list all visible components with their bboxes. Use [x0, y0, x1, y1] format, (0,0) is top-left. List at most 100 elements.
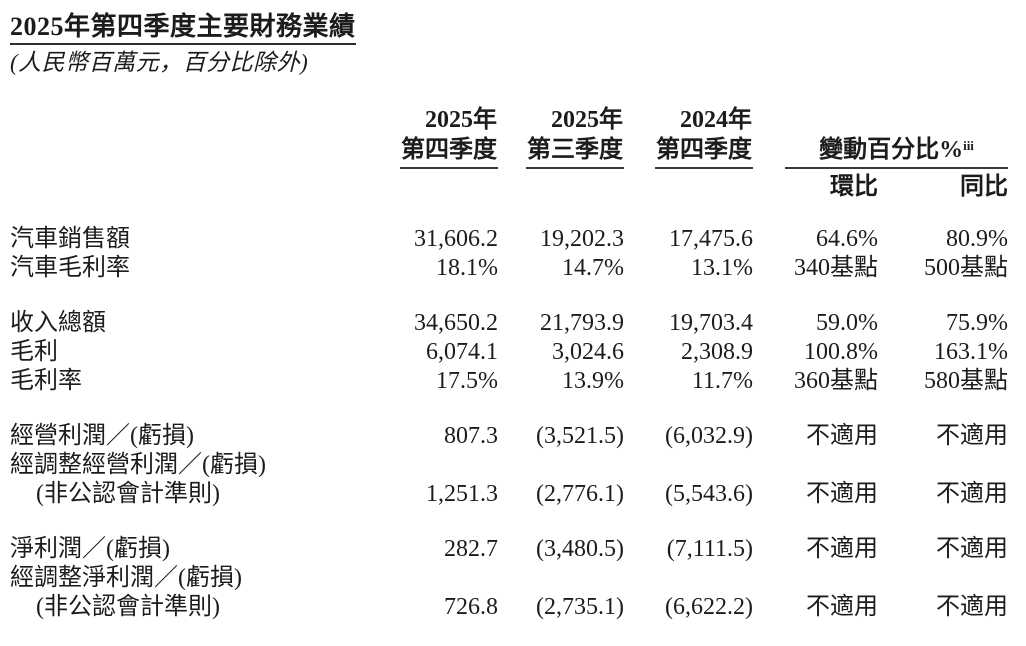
value-q4-2024: 17,475.6 — [669, 226, 753, 252]
value-q4-2025: 282.7 — [444, 536, 498, 562]
title-block: 2025年第四季度主要財務業績 (人民幣百萬元，百分比除外) — [10, 12, 1018, 78]
value-q4-2025: 726.8 — [444, 594, 498, 620]
page-subtitle: (人民幣百萬元，百分比除外) — [10, 50, 309, 75]
table-row-group: 汽車銷售額 31,606.2 19,202.3 17,475.6 64.6% 8… — [10, 225, 1018, 283]
table-row-group: 經營利潤／(虧損) 807.3 (3,521.5) (6,032.9) 不適用 … — [10, 422, 1018, 509]
table-row: 汽車銷售額 31,606.2 19,202.3 17,475.6 64.6% 8… — [10, 225, 1018, 254]
value-q3-2025: (3,521.5) — [536, 423, 624, 449]
value-q4-2025: 18.1% — [436, 255, 498, 281]
column-header-yoy: 同比 — [960, 174, 1008, 200]
value-q4-2024: (6,032.9) — [665, 423, 753, 449]
column-header-quarter: 第四季度 — [401, 137, 497, 163]
value-q4-2024 — [624, 564, 753, 593]
column-header-quarter: 第三季度 — [527, 137, 623, 163]
value-q4-2024: 2,308.9 — [681, 339, 753, 365]
footnote-marker: iii — [963, 138, 974, 153]
value-qoq: 不適用 — [806, 536, 878, 562]
value-qoq — [753, 451, 878, 480]
column-header-q4-2025: 2025年第四季度 — [365, 105, 498, 169]
value-q4-2024: (6,622.2) — [665, 594, 753, 620]
value-q4-2024: (5,543.6) — [665, 481, 753, 507]
value-q3-2025 — [498, 451, 624, 480]
table-row: (非公認會計準則) 726.8 (2,735.1) (6,622.2) 不適用 … — [10, 593, 1018, 622]
table-row: 經調整經營利潤／(虧損) — [10, 451, 1018, 480]
value-qoq: 59.0% — [816, 310, 878, 336]
value-qoq: 100.8% — [804, 339, 878, 365]
value-q4-2025: 807.3 — [444, 423, 498, 449]
value-q3-2025: 14.7% — [562, 255, 624, 281]
value-q3-2025: 3,024.6 — [552, 339, 624, 365]
row-label: 淨利潤／(虧損) — [10, 536, 170, 562]
table-row-group: 收入總額 34,650.2 21,793.9 19,703.4 59.0% 75… — [10, 309, 1018, 396]
row-label: 汽車銷售額 — [10, 226, 130, 252]
value-q4-2025: 34,650.2 — [414, 310, 498, 336]
table-row: 經調整淨利潤／(虧損) — [10, 564, 1018, 593]
value-q4-2025 — [365, 564, 498, 593]
value-yoy: 163.1% — [934, 339, 1008, 365]
value-yoy: 80.9% — [946, 226, 1008, 252]
value-q4-2025: 6,074.1 — [426, 339, 498, 365]
value-qoq: 不適用 — [806, 594, 878, 620]
value-qoq: 不適用 — [806, 423, 878, 449]
row-label: 經營利潤／(虧損) — [10, 423, 194, 449]
value-yoy: 不適用 — [936, 536, 1008, 562]
financial-results-table: 2025年 第四季度 2025年 第三季度 2024年 第四季度 變動百分比%iii … — [10, 105, 1018, 622]
column-header-qoq: 環比 — [830, 174, 878, 200]
change-header-label: 變動百分比% — [819, 137, 964, 163]
row-label: 經調整經營利潤／(虧損) — [10, 452, 266, 478]
row-label: 毛利 — [10, 339, 58, 365]
value-yoy — [878, 451, 1008, 480]
value-q3-2025: 21,793.9 — [540, 310, 624, 336]
table-row: 收入總額 34,650.2 21,793.9 19,703.4 59.0% 75… — [10, 309, 1018, 338]
column-header-quarter: 第四季度 — [656, 137, 752, 163]
table-subheader: 環比 同比 — [10, 172, 1018, 202]
row-label: 經調整淨利潤／(虧損) — [10, 565, 242, 591]
value-q4-2025: 1,251.3 — [426, 481, 498, 507]
page-title: 2025年第四季度主要財務業績 — [10, 12, 356, 45]
table-row: 汽車毛利率 18.1% 14.7% 13.1% 340基點 500基點 — [10, 254, 1018, 283]
table-row: 毛利 6,074.1 3,024.6 2,308.9 100.8% 163.1% — [10, 338, 1018, 367]
table-header: 2025年第四季度 2025年第三季度 2024年第四季度 變動百分比%iii — [10, 105, 1018, 169]
value-q4-2024: 19,703.4 — [669, 310, 753, 336]
value-yoy: 不適用 — [936, 594, 1008, 620]
value-q4-2024: (7,111.5) — [666, 536, 753, 562]
row-label: 收入總額 — [10, 310, 106, 336]
value-q4-2024: 11.7% — [691, 368, 753, 394]
column-header-q4-2024: 2024年第四季度 — [624, 105, 753, 169]
table-row: 經營利潤／(虧損) 807.3 (3,521.5) (6,032.9) 不適用 … — [10, 422, 1018, 451]
row-label: (非公認會計準則) — [36, 594, 220, 620]
table-row: 毛利率 17.5% 13.9% 11.7% 360基點 580基點 — [10, 367, 1018, 396]
document-page: 2025年第四季度主要財務業績 (人民幣百萬元，百分比除外) 2025年 第四季度… — [10, 12, 1018, 622]
value-qoq: 64.6% — [816, 226, 878, 252]
value-q4-2025 — [365, 451, 498, 480]
table-row: 淨利潤／(虧損) 282.7 (3,480.5) (7,111.5) 不適用 不… — [10, 535, 1018, 564]
value-q3-2025: 13.9% — [562, 368, 624, 394]
column-header-q3-2025: 2025年第三季度 — [498, 105, 624, 169]
value-q4-2025: 17.5% — [436, 368, 498, 394]
value-q3-2025: (2,776.1) — [536, 481, 624, 507]
row-label: 汽車毛利率 — [10, 255, 130, 281]
value-q3-2025 — [498, 564, 624, 593]
value-qoq: 不適用 — [806, 481, 878, 507]
column-header-year: 2025年 — [425, 107, 497, 133]
value-yoy: 不適用 — [936, 481, 1008, 507]
value-q4-2024 — [624, 451, 753, 480]
column-header-year: 2024年 — [680, 107, 752, 133]
row-label: 毛利率 — [10, 368, 82, 394]
value-q4-2024: 13.1% — [691, 255, 753, 281]
column-header-change-percent: 變動百分比%iii — [753, 135, 1008, 169]
value-qoq: 360基點 — [794, 368, 878, 394]
value-q3-2025: (3,480.5) — [536, 536, 624, 562]
value-yoy: 500基點 — [924, 255, 1008, 281]
subheader-spacer — [10, 172, 753, 202]
value-qoq — [753, 564, 878, 593]
table-body: 汽車銷售額 31,606.2 19,202.3 17,475.6 64.6% 8… — [10, 225, 1018, 622]
value-yoy: 580基點 — [924, 368, 1008, 394]
table-row: (非公認會計準則) 1,251.3 (2,776.1) (5,543.6) 不適… — [10, 480, 1018, 509]
column-header-year: 2025年 — [551, 107, 623, 133]
value-yoy — [878, 564, 1008, 593]
value-qoq: 340基點 — [794, 255, 878, 281]
value-q4-2025: 31,606.2 — [414, 226, 498, 252]
value-yoy: 不適用 — [936, 423, 1008, 449]
value-q3-2025: (2,735.1) — [536, 594, 624, 620]
